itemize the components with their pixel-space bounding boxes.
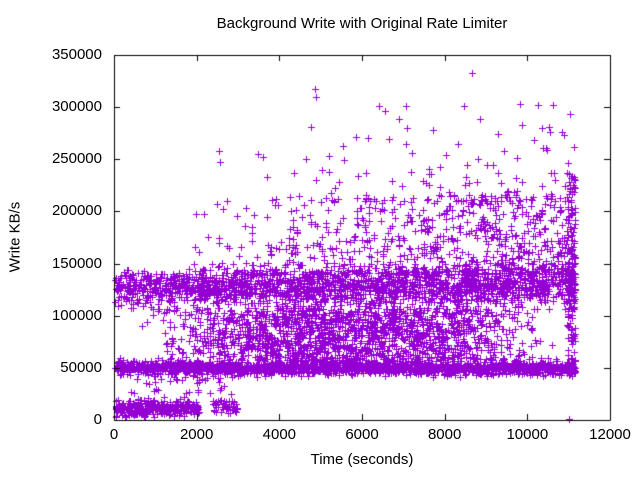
y-tick-label: 100000 xyxy=(51,307,102,324)
x-tick-label: 4000 xyxy=(262,426,297,443)
y-tick-label: 250000 xyxy=(51,150,102,167)
y-tick-label: 150000 xyxy=(51,255,102,272)
x-tick-label: 0 xyxy=(109,426,119,443)
x-tick-label: 12000 xyxy=(589,426,631,443)
x-tick-label: 8000 xyxy=(427,426,462,443)
chart-title: Background Write with Original Rate Limi… xyxy=(216,15,508,32)
x-tick-label: 2000 xyxy=(179,426,214,443)
y-tick-label: 0 xyxy=(93,411,102,428)
y-tick-label: 50000 xyxy=(60,359,102,376)
y-tick-label: 200000 xyxy=(51,202,102,219)
x-tick-label: 10000 xyxy=(506,426,549,443)
x-axis-label: Time (seconds) xyxy=(310,451,414,468)
x-tick-label: 6000 xyxy=(345,426,379,443)
y-tick-label: 300000 xyxy=(51,98,102,115)
y-tick-label: 350000 xyxy=(51,46,102,63)
